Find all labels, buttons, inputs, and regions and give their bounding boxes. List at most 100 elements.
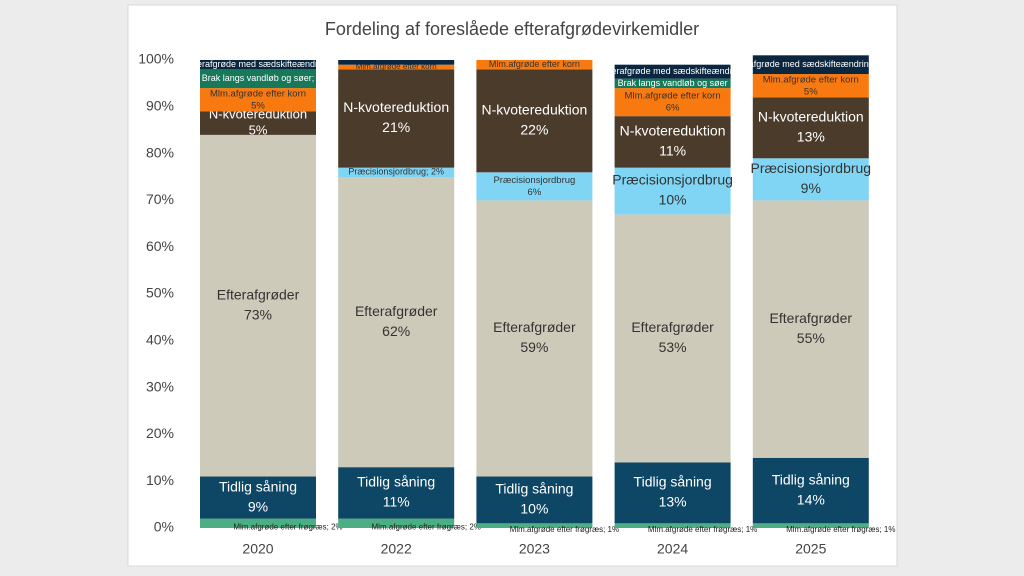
data-label: 73% <box>244 306 272 322</box>
data-label: 5% <box>804 86 818 97</box>
data-label: 13% <box>659 494 687 510</box>
bar-segment <box>476 60 593 70</box>
bar-segment <box>338 64 455 70</box>
series-label: Mlm.afgrøde efter korn <box>625 91 721 102</box>
data-label: Præcisionsjordbrug; 2% <box>348 167 444 177</box>
bar-segment <box>614 214 731 463</box>
bar-segment <box>338 167 455 177</box>
bar-segment <box>200 111 316 135</box>
series-label: Tidlig såning <box>495 481 573 497</box>
data-label: 9% <box>801 180 821 196</box>
data-label: 53% <box>659 339 687 355</box>
bar-segment <box>200 69 316 89</box>
bar-segment <box>338 467 455 519</box>
series-label: N-kvotereduktion <box>481 102 587 118</box>
data-label: Mlm.afgrøde efter frøgræs; 2% <box>372 522 481 531</box>
series-label: Efterafgrøder <box>217 286 300 302</box>
data-label: 62% <box>382 323 410 339</box>
bar-segment <box>752 55 869 75</box>
series-label: Præcisionsjordbrug <box>750 160 871 176</box>
y-tick-label: 70% <box>146 191 174 207</box>
bar-segment <box>476 476 593 524</box>
y-tick-label: 80% <box>146 144 174 160</box>
data-label: 6% <box>666 103 680 114</box>
y-tick-label: 0% <box>154 519 174 535</box>
series-label: N-kvotereduktion <box>758 109 864 125</box>
series-label: Tidlig såning <box>772 471 850 487</box>
bar-segment <box>614 78 731 89</box>
data-label: Mlm.afgrøde efter korn <box>356 62 437 71</box>
y-tick-label: 100% <box>138 51 174 67</box>
y-tick-label: 10% <box>146 472 174 488</box>
data-label: Mlm.afgrøde efter frøgræs; 1% <box>648 525 757 534</box>
data-label: 10% <box>659 192 687 208</box>
bar-segment <box>200 518 316 528</box>
x-tick-label: 2024 <box>657 541 688 557</box>
data-label: Mlm.afgrøde efter frøgræs; 2% <box>233 522 342 531</box>
data-label: Brak langs vandløb og søer <box>618 78 728 88</box>
bar-segment <box>752 200 869 458</box>
bar-segment <box>200 60 316 70</box>
bar-segment <box>200 134 316 477</box>
data-label: 5% <box>249 123 268 138</box>
data-label: Mlm.afgrøde efter frøgræs; 1% <box>510 525 619 534</box>
data-label: Mlm.afgrøde efter korn <box>489 59 580 69</box>
y-tick-label: 60% <box>146 238 174 254</box>
bar-segment <box>614 88 731 117</box>
data-label: Efterafgrøde med sædskifteændring; 4% <box>730 59 892 69</box>
data-label: 21% <box>382 119 410 135</box>
y-tick-label: 30% <box>146 378 174 394</box>
data-label: 11% <box>383 494 410 510</box>
bar-segment <box>200 476 316 519</box>
series-label: Efterafgrøder <box>355 303 438 319</box>
bar-segment <box>476 200 593 477</box>
x-tick-label: 2022 <box>381 541 412 557</box>
data-label: 10% <box>520 501 548 517</box>
series-label: N-kvotereduktion <box>620 123 726 139</box>
y-tick-label: 50% <box>146 285 174 301</box>
data-label: 6% <box>528 187 542 198</box>
bar-segment <box>200 88 316 112</box>
series-label: Præcisionsjordbrug <box>493 175 575 186</box>
bar-segment <box>338 60 455 65</box>
data-label: 22% <box>520 122 548 138</box>
y-tick-label: 90% <box>146 98 174 114</box>
data-label: 11% <box>659 143 686 159</box>
bar-segment <box>752 74 869 98</box>
series-label: Tidlig såning <box>219 478 297 494</box>
x-tick-label: 2025 <box>795 541 826 557</box>
bar-segment <box>614 116 731 168</box>
data-label: Efterafgrøde med sædskifteændring <box>601 66 745 76</box>
bar-segment <box>752 523 869 528</box>
bar-segment <box>752 158 869 201</box>
bar-segment <box>614 167 731 215</box>
bar-segment <box>338 69 455 168</box>
series-label: Mlm.afgrøde efter korn <box>210 88 306 99</box>
series-label: Efterafgrøder <box>493 319 576 335</box>
bar-segment <box>752 457 869 524</box>
bar-segment <box>476 523 593 528</box>
bar-segment <box>338 518 455 528</box>
series-label: Tidlig såning <box>357 474 435 490</box>
bar-segment <box>614 523 731 528</box>
data-label: Brak langs vandløb og søer; <box>202 73 315 83</box>
x-tick-label: 2023 <box>519 541 550 557</box>
data-label: Mlm.afgrøde efter frøgræs; 1% <box>786 525 895 534</box>
data-label: 5% <box>251 100 265 111</box>
bar-segment <box>476 172 593 201</box>
bar-segment <box>614 64 731 79</box>
series-label: Mlm.afgrøde efter korn <box>763 74 859 85</box>
bar-segment <box>338 177 455 468</box>
data-label: Efterafgrøde med sædskifteændring <box>186 59 330 69</box>
y-tick-label: 40% <box>146 332 174 348</box>
bar-segment <box>614 462 731 524</box>
bar-segment <box>752 97 869 159</box>
data-label: 55% <box>797 330 825 346</box>
data-label: 13% <box>797 129 825 145</box>
series-label: Efterafgrøder <box>770 310 853 326</box>
series-label: Tidlig såning <box>634 474 712 490</box>
data-label: 14% <box>797 491 825 507</box>
series-label: Præcisionsjordbrug <box>612 172 733 188</box>
